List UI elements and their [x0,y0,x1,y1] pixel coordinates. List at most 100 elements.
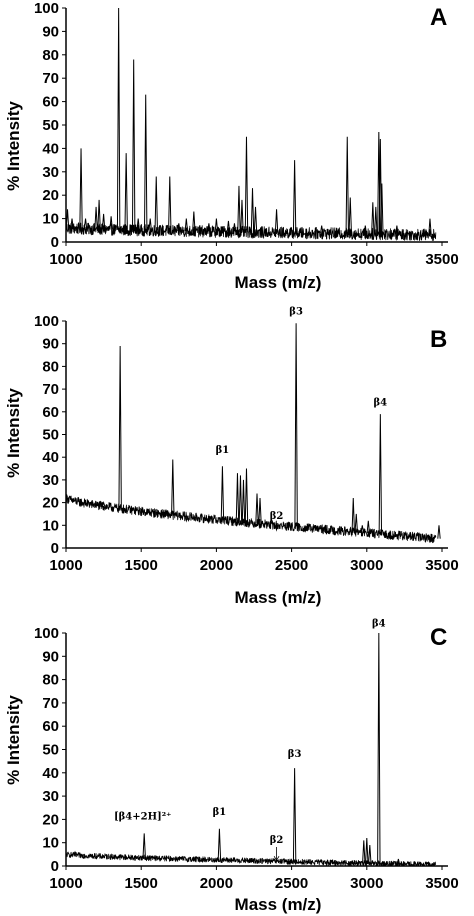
y-tick-label-a: 0 [51,234,59,251]
y-tick-label-b: 90 [42,336,59,353]
peak-a-1480 [136,218,140,231]
peak-a-1040 [70,218,74,229]
x-tick-label-c: 3000 [350,875,383,892]
peak-c-3210 [396,858,401,865]
x-axis-title-a: Mass (m/z) [235,273,322,292]
x-tick-label-a: 2500 [275,251,308,268]
y-tick-label-c: 20 [42,811,59,828]
peak-a-2170 [240,199,244,233]
peak-a-2150 [237,185,241,233]
y-tick-label-b: 0 [51,540,59,557]
peak-annotation-c: β2 [270,835,284,846]
spectrum-baseline-c [65,851,437,866]
y-tick-label-b: 30 [42,472,59,489]
peak-b-2400 [274,525,279,532]
y-tick-label-a: 20 [42,187,59,204]
peak-a-2990 [363,225,367,235]
y-tick-label-c: 100 [34,625,59,642]
peak-b-3010 [366,520,370,534]
x-tick-label-c: 2000 [200,875,233,892]
y-tick-label-c: 80 [42,672,59,689]
peak-c-3020 [368,844,372,864]
peak-a-1600 [154,176,158,231]
peak-b-2200 [244,468,249,523]
peak-a-2000 [214,218,219,232]
x-tick-label-b: 2000 [200,557,233,574]
y-tick-label-c: 60 [42,718,59,735]
peak-c-1060 [73,850,77,856]
peak-a-3100 [380,183,384,235]
y-tick-label-a: 30 [42,164,59,181]
peak-b-2970 [360,525,364,533]
peak-b-3480 [437,525,441,539]
peak-b-1800 [184,516,189,523]
y-tick-label-a: 90 [42,23,59,40]
peak-c-3000 [365,838,369,864]
y-tick-label-b: 10 [42,517,59,534]
peak-b-1250 [101,501,106,507]
peak-c-2980 [362,840,366,864]
y-tick-label-c: 70 [42,695,59,712]
peak-b-2270 [255,493,259,524]
peak-a-2260 [253,206,258,233]
peak-a-1750 [177,223,181,232]
peak-c-2020 [217,828,222,860]
y-tick-label-c: 10 [42,835,59,852]
peak-a-1100 [79,148,83,229]
annotation-arrowhead-c [273,855,280,861]
x-tick-label-b: 3500 [425,557,458,574]
peak-a-1200 [94,206,98,230]
x-tick-label-a: 1000 [49,251,82,268]
peak-a-2080 [226,220,231,232]
panel-a: A % Intensity Mass (m/z) 0 10 20 30 40 50 60 70… [4,0,459,292]
peak-c-1120 [82,853,86,856]
x-tick-label-c: 1000 [49,875,82,892]
y-tick-label-a: 100 [34,0,59,17]
peak-b-2040 [220,466,225,521]
y-tick-label-c: 30 [42,788,59,805]
peak-a-1530 [144,94,148,231]
x-tick-label-b: 3000 [350,557,383,574]
x-tick-label-c: 1500 [125,875,158,892]
peak-b-1360 [118,345,122,509]
peak-b-2140 [235,473,240,522]
peak-annotation-b: β2 [270,511,284,522]
y-axis-title-a: % Intensity [4,101,23,191]
peak-a-2890 [348,197,352,234]
peak-a-2520 [292,160,297,233]
x-tick-label-b: 1000 [49,557,82,574]
x-tick-label-a: 3500 [425,251,458,268]
panel-letter-b: B [430,326,447,353]
y-tick-label-c: 90 [42,648,59,665]
peak-a-2240 [250,188,255,233]
x-tick-label-b: 2500 [275,557,308,574]
y-tick-label-b: 60 [42,404,59,421]
x-tick-label-a: 1500 [125,251,158,268]
y-tick-label-c: 50 [42,742,59,759]
peak-c-3080 [377,632,381,864]
y-tick-label-b: 40 [42,449,59,466]
peak-b-2530 [294,323,298,528]
peak-a-1010 [65,209,70,229]
x-tick-label-a: 3000 [350,251,383,268]
peak-a-2700 [319,225,324,234]
panel-c: C % Intensity Mass (m/z) 0 10 20 30 40 50 60 70… [4,618,459,914]
peak-a-1800 [184,218,189,232]
peak-b-2180 [241,479,246,523]
peak-b-2930 [354,513,358,533]
y-tick-label-b: 70 [42,381,59,398]
y-tick-label-b: 100 [34,313,59,330]
peak-b-1540 [145,511,149,515]
peak-a-3040 [371,202,375,235]
y-tick-label-b: 80 [42,358,59,375]
peak-a-1560 [148,218,152,231]
y-tick-label-a: 60 [42,94,59,111]
y-tick-label-b: 20 [42,495,59,512]
panel-letter-c: C [430,624,447,651]
peak-a-2120 [232,223,237,233]
peak-b-2290 [258,498,262,524]
peak-annotation-b: β4 [374,397,388,408]
peak-c-2520 [292,768,297,862]
peak-a-2400 [274,209,279,233]
